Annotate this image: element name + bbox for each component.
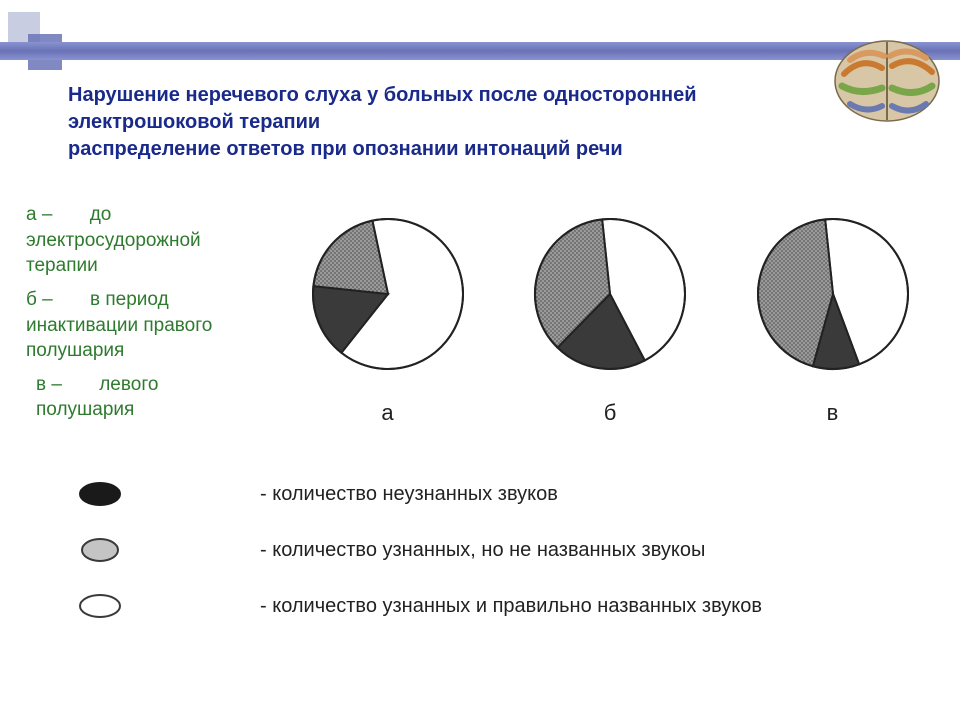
legend-row-2: - количество узнанных и правильно назван…: [70, 592, 920, 620]
pie-v-svg: [753, 214, 913, 374]
brain-illustration: [832, 36, 942, 126]
label-b: б – в период инактивации правого полушар…: [26, 287, 236, 364]
header-bar: [0, 42, 960, 60]
legend-text-1: - количество узнанных, но не названных з…: [260, 539, 705, 562]
label-v-prefix: в –: [36, 374, 67, 395]
legend-text-0: - количество неузнанных звуков: [260, 483, 558, 506]
legend-text-2: - количество узнанных и правильно назван…: [260, 595, 762, 618]
legend-row-1: - количество узнанных, но не названных з…: [70, 536, 920, 564]
pie-b-label: б: [523, 400, 698, 426]
slide-title: Нарушение неречевого слуха у больных пос…: [68, 82, 848, 163]
pie-a-svg: [308, 214, 468, 374]
pie-b-svg: [530, 214, 690, 374]
pie-b: б: [523, 214, 698, 426]
label-a: а – до электросудорожной терапии: [26, 202, 236, 279]
title-line-2: распределение ответов при опознании инто…: [68, 136, 848, 163]
label-b-prefix: б –: [26, 289, 58, 310]
legend-row-0: - количество неузнанных звуков: [70, 480, 920, 508]
pie-charts-row: а б в: [300, 214, 920, 426]
legend-swatch-0: [70, 480, 130, 508]
legend-swatch-2: [70, 592, 130, 620]
legend: - количество неузнанных звуков - количес…: [70, 480, 920, 648]
pie-a: а: [300, 214, 475, 426]
condition-labels: а – до электросудорожной терапии б – в п…: [26, 202, 236, 431]
pie-a-label: а: [300, 400, 475, 426]
title-line-1: Нарушение неречевого слуха у больных пос…: [68, 82, 848, 136]
legend-swatch-1: [70, 536, 130, 564]
pie-v: в: [745, 214, 920, 426]
label-a-prefix: а –: [26, 204, 58, 225]
label-v: в – левого полушария: [26, 372, 236, 423]
pie-v-label: в: [745, 400, 920, 426]
